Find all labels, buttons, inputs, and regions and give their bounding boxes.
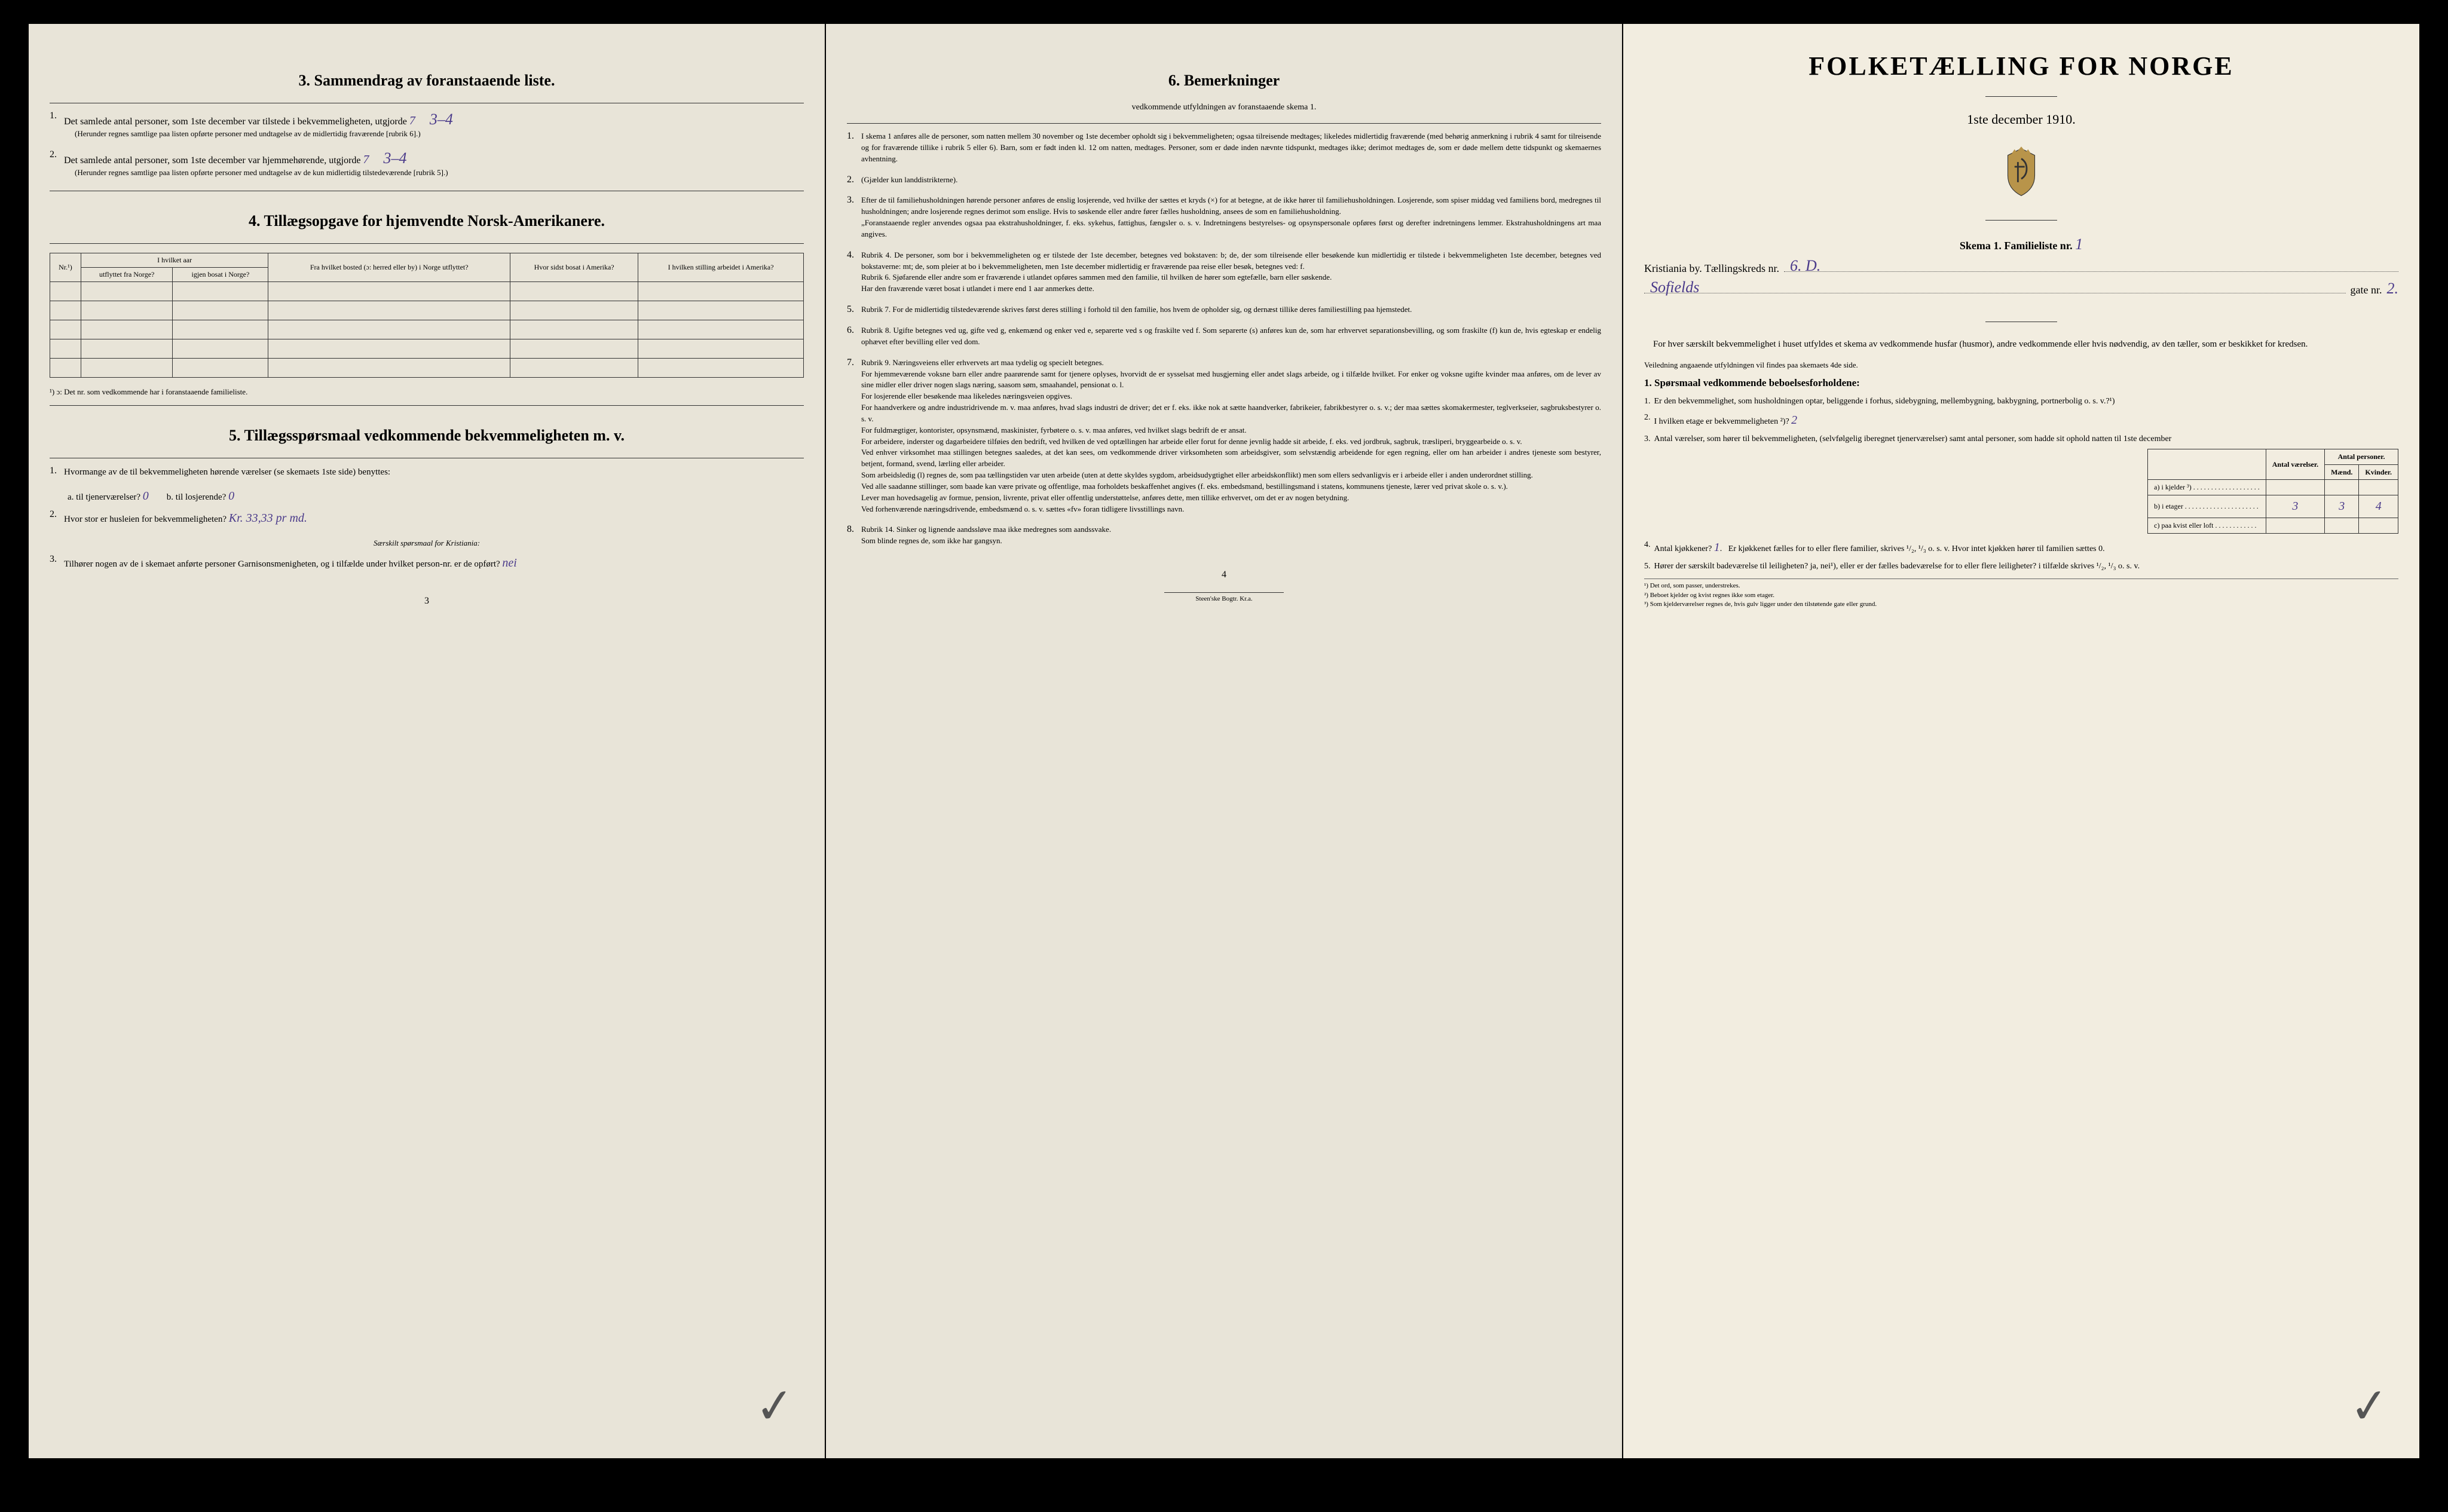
table-row [50,320,804,339]
bemerk-item: 7.Rubrik 9. Næringsveiens eller erhverve… [847,357,1601,520]
section-1-title: 1. Spørsmaal vedkommende beboelsesforhol… [1644,377,2398,389]
sec5-q1: 1. Hvormange av de til bekvemmeligheten … [50,466,804,485]
table-row [50,301,804,320]
bemerk-item: 5.Rubrik 7. For de midlertidig tilstedev… [847,304,1601,320]
kreds-block: Kristiania by. Tællingskreds nr. 6. D. S… [1644,262,2398,298]
bemerk-item: 2.(Gjælder kun landdistrikterne). [847,175,1601,191]
q2-hand: 3–4 [384,149,407,167]
section-4-title: 4. Tillægsopgave for hjemvendte Norsk-Am… [50,212,804,230]
rule [1985,96,2057,97]
bemerk-item: 3.Efter de til familiehusholdningen høre… [847,195,1601,244]
footnotes: ¹) Det ord, som passer, understrekes.²) … [1644,579,2398,609]
section-3-title: 3. Sammendrag av foranstaaende liste. [50,72,804,90]
panel-right-cover: FOLKETÆLLING FOR NORGE 1ste december 191… [1623,24,2419,1458]
sec5-q3: 3. Tilhører nogen av de i skemaet anført… [50,554,804,578]
date: 1ste december 1910. [1644,112,2398,127]
table-row: b) i etager . . . . . . . . . . . . . . … [2148,495,2398,518]
bemerk-item: 6.Rubrik 8. Ugifte betegnes ved ug, gift… [847,325,1601,353]
rule [50,405,804,406]
printer-credit: Steen'ske Bogtr. Kr.a. [1164,592,1284,602]
intro-1: For hver særskilt bekvemmelighet i huset… [1644,337,2398,351]
sec3-q1: 1. Det samlede antal personer, som 1ste … [50,111,804,145]
q1-hand: 3–4 [430,111,453,128]
page-number: 3 [50,596,804,607]
panel-left-page3: 3. Sammendrag av foranstaaende liste. 1.… [29,24,825,1458]
rooms-table: Antal værelser. Antal personer. Mænd. Kv… [2147,449,2398,533]
amerika-table: Nr.¹) I hvilket aar Fra hvilket bosted (… [50,253,804,378]
sec5-q1-answers: a. til tjenerværelser? 0 b. til losjeren… [68,489,804,503]
table-footnote: ¹) ɔ: Det nr. som vedkommende har i fora… [50,387,804,398]
rule [50,243,804,244]
housing-questions: 1.Er den bekvemmelighet, som husholdning… [1644,395,2398,573]
table-row: a) i kjelder ³) . . . . . . . . . . . . … [2148,480,2398,495]
sec3-q2: 2. Det samlede antal personer, som 1ste … [50,149,804,183]
table-row [50,281,804,301]
trifold-document: 3. Sammendrag av foranstaaende liste. 1.… [29,24,2419,1458]
section-6-title: 6. Bemerkninger [847,72,1601,90]
bemerk-item: 1.I skema 1 anføres alle de personer, so… [847,131,1601,170]
rule [1985,220,2057,221]
bemerkninger-list: 1.I skema 1 anføres alle de personer, so… [847,131,1601,552]
q2-value: 7 [363,153,369,166]
checkmark-icon: ✓ [752,1376,797,1436]
table-row [50,339,804,358]
table-row: c) paa kvist eller loft . . . . . . . . … [2148,518,2398,534]
q1-value: 7 [409,114,415,127]
panel-middle-page4: 6. Bemerkninger vedkommende utfyldningen… [826,24,1622,1458]
skema-line: Skema 1. Familieliste nr. 1 [1644,235,2398,253]
main-title: FOLKETÆLLING FOR NORGE [1644,51,2398,81]
checkmark-icon: ✓ [2347,1376,2392,1436]
section-5-title: 5. Tillægsspørsmaal vedkommende bekvemme… [50,427,804,445]
bemerk-item: 4.Rubrik 4. De personer, som bor i bekve… [847,250,1601,299]
coat-of-arms-icon [1644,145,2398,202]
sec5-q2: 2. Hvor stor er husleien for bekvemmelig… [50,509,804,533]
bemerk-item: 8.Rubrik 14. Sinker og lignende aandsslø… [847,524,1601,552]
rule [847,123,1601,124]
page-number: 4 [847,570,1601,580]
table-row [50,358,804,377]
intro-2: Veiledning angaaende utfyldningen vil fi… [1644,360,2398,371]
